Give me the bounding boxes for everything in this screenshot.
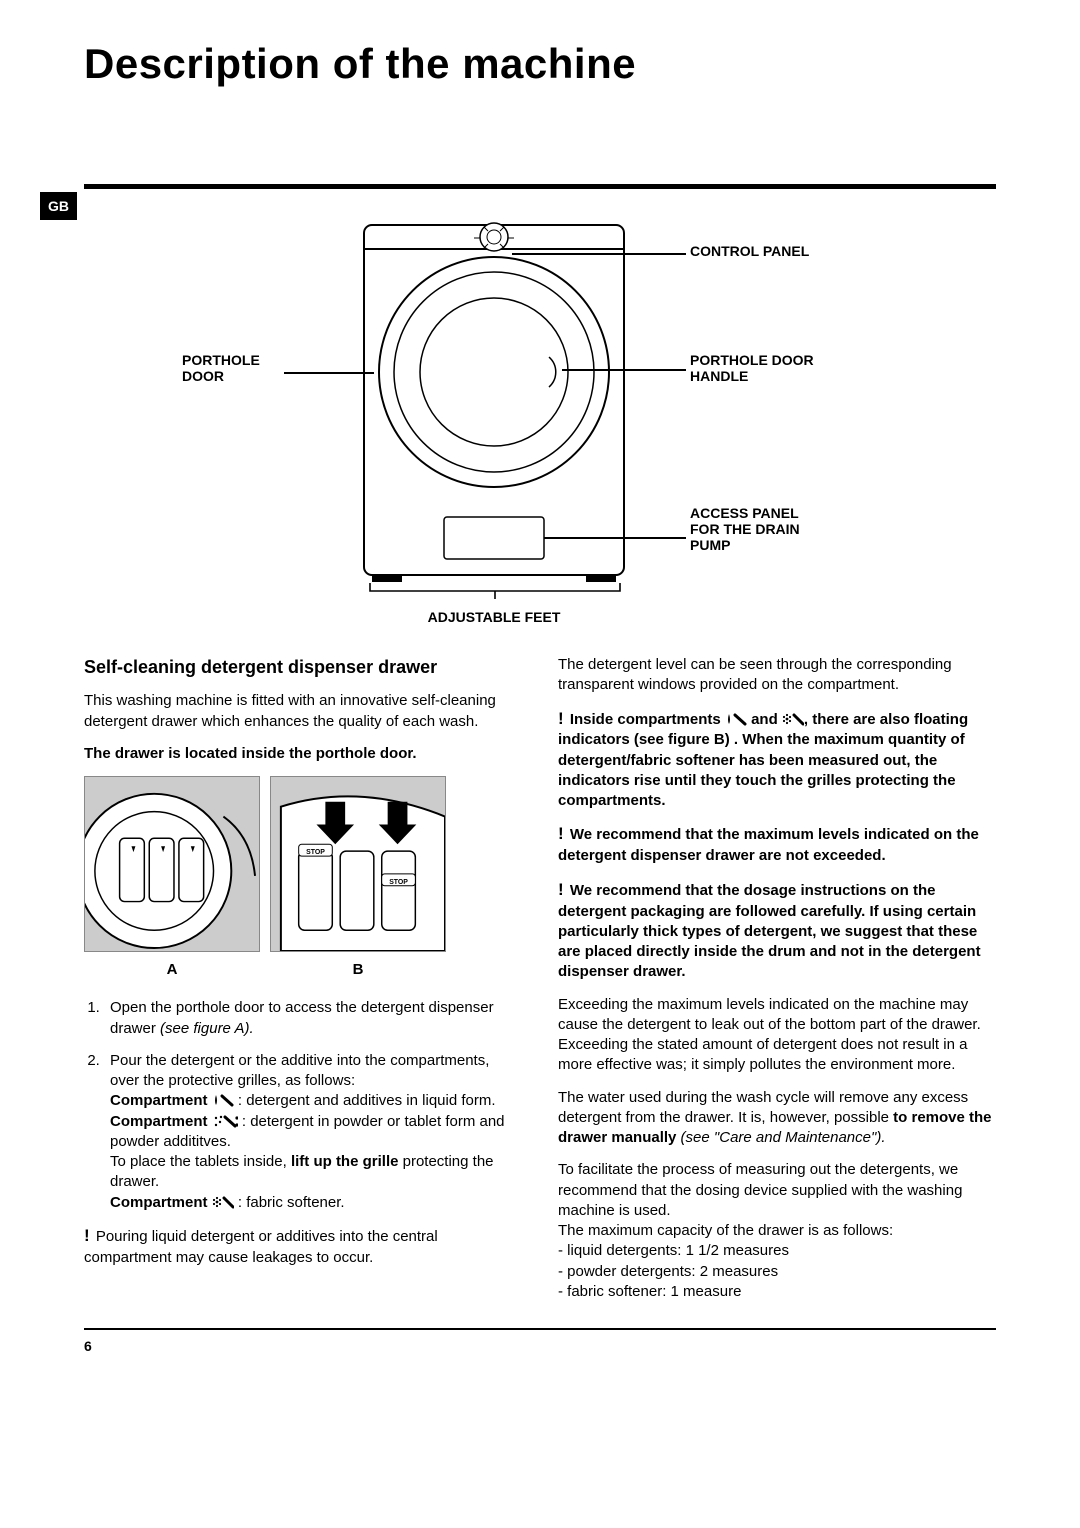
lead-line xyxy=(512,253,686,255)
left-column: Self-cleaning detergent dispenser drawer… xyxy=(84,655,522,1314)
step-2: Pour the detergent or the additive into … xyxy=(104,1051,522,1213)
label-porthole-door-handle: PORTHOLE DOOR HANDLE xyxy=(690,352,820,384)
page-number: 6 xyxy=(84,1338,996,1354)
warning-float: ! Inside compartments and , there are al… xyxy=(558,708,996,812)
exceed-2: Exceeding the stated amount of detergent… xyxy=(558,1036,967,1073)
water-note: The water used during the wash cycle wil… xyxy=(558,1088,996,1149)
svg-text:STOP: STOP xyxy=(306,849,325,856)
right-column: The detergent level can be seen through … xyxy=(558,655,996,1314)
figure-b-label: B xyxy=(270,960,446,980)
warning-max: ! We recommend that the maximum levels i… xyxy=(558,823,996,866)
softener-icon xyxy=(782,712,804,726)
tablets-note-1: To place the tablets inside, xyxy=(110,1153,291,1170)
warning-leak: ! Pouring liquid detergent or additives … xyxy=(84,1225,522,1268)
water-3: (see "Care and Maintenance"). xyxy=(676,1129,885,1146)
compartment-3-text: : fabric softener. xyxy=(238,1194,345,1211)
language-badge: GB xyxy=(40,192,77,220)
step-1-ref: (see figure A). xyxy=(160,1020,254,1037)
softener-icon xyxy=(212,1195,234,1209)
compartment-1-label: Compartment xyxy=(110,1092,212,1109)
exclamation-icon: ! xyxy=(558,880,564,899)
exclamation-icon: ! xyxy=(84,1226,90,1245)
exceed-note: Exceeding the maximum levels indicated o… xyxy=(558,995,996,1076)
steps-list: Open the porthole door to access the det… xyxy=(84,998,522,1213)
liquid-icon xyxy=(725,712,747,726)
max-cap-intro: The maximum capacity of the drawer is as… xyxy=(558,1222,893,1239)
level-seen: The detergent level can be seen through … xyxy=(558,655,996,696)
two-column-body: Self-cleaning detergent dispenser drawer… xyxy=(84,655,996,1314)
lead-line xyxy=(284,372,374,374)
compartment-2-label: Compartment xyxy=(110,1113,212,1130)
cap-2: - powder detergents: 2 measures xyxy=(558,1263,778,1280)
bracket-feet xyxy=(366,583,624,601)
figure-a xyxy=(84,776,260,952)
exceed-1: Exceeding the maximum levels indicated o… xyxy=(558,996,981,1033)
exclamation-icon: ! xyxy=(558,824,564,843)
figure-b: STOP STOP xyxy=(270,776,446,952)
warn-dosage-text: We recommend that the dosage instruction… xyxy=(558,882,981,981)
cap-3: - fabric softener: 1 measure xyxy=(558,1283,741,1300)
warning-dosage: ! We recommend that the dosage instructi… xyxy=(558,879,996,983)
washing-machine-svg xyxy=(354,217,634,597)
powder-icon xyxy=(212,1114,238,1128)
label-porthole-door: PORTHOLE DOOR xyxy=(182,352,292,384)
divider-thick xyxy=(84,184,996,189)
machine-diagram: PORTHOLE DOOR CONTROL PANEL PORTHOLE DOO… xyxy=(84,217,996,637)
section-heading: Self-cleaning detergent dispenser drawer xyxy=(84,655,522,679)
drawer-figures: STOP STOP xyxy=(84,776,522,952)
cap-1: - liquid detergents: 1 1/2 measures xyxy=(558,1242,789,1259)
label-control-panel: CONTROL PANEL xyxy=(690,243,810,259)
warn-float-2: and xyxy=(751,711,782,728)
tablets-note-2: lift up the grille xyxy=(291,1153,399,1170)
lead-line xyxy=(562,369,686,371)
label-access-panel: ACCESS PANEL FOR THE DRAIN PUMP xyxy=(690,505,820,553)
divider-thin xyxy=(84,1328,996,1330)
step-2-intro: Pour the detergent or the additive into … xyxy=(110,1052,489,1089)
facilitate-text: To facilitate the process of measuring o… xyxy=(558,1161,962,1219)
step-1: Open the porthole door to access the det… xyxy=(104,998,522,1039)
compartment-1-text: : detergent and additives in liquid form… xyxy=(238,1092,496,1109)
label-adjustable-feet: ADJUSTABLE FEET xyxy=(354,609,634,625)
facilitate-note: To facilitate the process of measuring o… xyxy=(558,1160,996,1302)
liquid-icon xyxy=(212,1093,234,1107)
figure-a-label: A xyxy=(84,960,260,980)
compartment-3-label: Compartment xyxy=(110,1194,212,1211)
figure-labels: A B xyxy=(84,960,522,980)
warn-float-1: Inside compartments xyxy=(566,711,725,728)
warn-max-text: We recommend that the maximum levels ind… xyxy=(558,826,979,864)
exclamation-icon: ! xyxy=(558,709,564,728)
intro-text: This washing machine is fitted with an i… xyxy=(84,691,522,732)
page-title: Description of the machine xyxy=(84,40,996,88)
lead-line xyxy=(544,537,686,539)
drawer-located: The drawer is located inside the porthol… xyxy=(84,744,522,764)
svg-text:STOP: STOP xyxy=(389,879,408,886)
warning-leak-text: Pouring liquid detergent or additives in… xyxy=(84,1228,438,1266)
